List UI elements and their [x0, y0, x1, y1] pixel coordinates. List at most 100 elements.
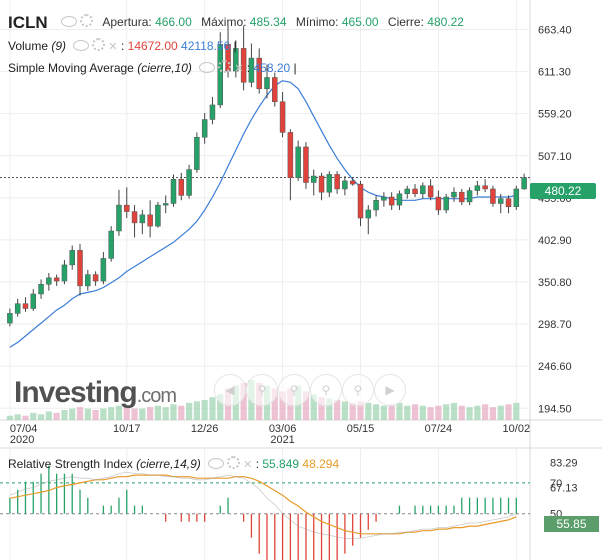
- candle-body: [388, 196, 395, 206]
- candle-body: [194, 137, 200, 170]
- candle-body: [521, 177, 527, 190]
- x-tick-label: 03/06: [269, 423, 297, 435]
- volume-bar: [372, 404, 380, 420]
- volume-bar: [302, 391, 310, 420]
- eye-icon[interactable]: [61, 16, 78, 27]
- close-icon[interactable]: ✕: [234, 63, 244, 75]
- y-tick-label: 507.10: [538, 151, 572, 163]
- candle-body: [443, 196, 449, 211]
- y-tick-label: 246.60: [538, 361, 572, 373]
- rsi-y-tick-label: 67.13: [550, 482, 578, 494]
- sma-value: 458.20: [253, 61, 291, 75]
- y-tick-label: 559.20: [538, 109, 572, 121]
- y-tick-label: 298.70: [538, 319, 572, 331]
- volume-bar: [388, 404, 395, 420]
- candle-body: [326, 174, 333, 193]
- y-tick-label: 194.50: [538, 403, 572, 415]
- candle-body: [272, 77, 278, 102]
- volume-bar: [76, 407, 84, 420]
- zoom-reset-icon[interactable]: ⚲: [310, 374, 342, 406]
- volume-bar: [411, 404, 419, 420]
- rsi-line: [9, 471, 517, 539]
- eye-icon[interactable]: [73, 40, 90, 51]
- candle-body: [155, 204, 161, 227]
- symbol-label: ICLN: [8, 13, 48, 32]
- x-tick-label: 05/15: [347, 423, 375, 435]
- candle-body: [295, 146, 301, 178]
- candle-body: [139, 214, 146, 224]
- close-icon[interactable]: ✕: [108, 41, 118, 53]
- volume-bar: [209, 397, 216, 420]
- rsi-y-tick-label: 83.29: [550, 457, 578, 469]
- volume-bar: [310, 394, 317, 420]
- volume-bar: [427, 407, 434, 420]
- candle-body: [162, 203, 169, 206]
- candle-body: [279, 101, 286, 133]
- volume-bar: [45, 411, 52, 420]
- rsi-value-1: 55.849: [262, 457, 300, 471]
- eye-icon[interactable]: [199, 62, 216, 73]
- candle-body: [365, 209, 372, 219]
- volume-bar: [147, 407, 154, 420]
- candle-body: [396, 193, 403, 206]
- volume-bar: [178, 405, 185, 420]
- sma-indicator-legend: Simple Moving Average (cierre,10) ✕ : 45…: [8, 60, 297, 75]
- last-price-tag: 480.22: [530, 183, 596, 199]
- candle-body: [420, 185, 426, 195]
- volume-bar: [201, 400, 208, 420]
- open-value: 466.00: [155, 15, 192, 29]
- candle-body: [116, 204, 122, 232]
- volume-bar: [419, 405, 426, 420]
- volume-bar: [443, 404, 450, 420]
- rsi-y-tick-label: 70: [550, 478, 562, 490]
- pan-left-icon[interactable]: ◀: [214, 374, 246, 406]
- zoom-fit-icon[interactable]: ⚲: [342, 374, 374, 406]
- sma-line: [9, 80, 517, 348]
- zoom-out-icon[interactable]: ⚲: [278, 374, 310, 406]
- candle-body: [124, 204, 130, 212]
- candle-body: [209, 104, 216, 120]
- high-label: Máximo:: [201, 15, 247, 29]
- volume-bar: [489, 407, 497, 420]
- candle-body: [373, 200, 379, 211]
- x-tick-sublabel: 2021: [270, 434, 294, 446]
- zoom-in-icon[interactable]: ⚲: [246, 374, 278, 406]
- rsi-param: (cierre,14,9): [136, 457, 201, 471]
- volume-bar: [123, 407, 130, 420]
- candle-body: [108, 230, 114, 259]
- candle-body: [14, 303, 21, 314]
- high-value: 485.34: [249, 15, 287, 29]
- candle-body: [466, 190, 473, 203]
- volume-bar: [61, 410, 68, 420]
- low-label: Mínimo:: [295, 15, 339, 29]
- volume-bar: [154, 405, 162, 420]
- investing-logo: Investing.com: [14, 376, 177, 409]
- gear-icon[interactable]: [80, 14, 94, 27]
- candle-body: [201, 119, 208, 138]
- volume-bar: [69, 408, 76, 420]
- rsi-value-2: 48.294: [302, 457, 340, 471]
- volume-bar: [170, 404, 177, 420]
- candle-body: [178, 179, 185, 196]
- candle-body: [147, 214, 153, 227]
- low-value: 465.00: [341, 15, 379, 29]
- candle-body: [22, 303, 29, 309]
- candle-body: [256, 57, 262, 90]
- candle-body: [53, 277, 60, 282]
- candle-body: [85, 274, 91, 287]
- gear-icon[interactable]: [218, 60, 232, 73]
- x-tick-label: 12/26: [191, 423, 219, 435]
- volume-bar: [365, 402, 372, 420]
- candle-body: [490, 188, 496, 204]
- pan-right-icon[interactable]: ▶: [374, 374, 406, 406]
- candle-body: [46, 277, 52, 285]
- candle-body: [513, 188, 520, 207]
- eye-icon[interactable]: [208, 458, 225, 469]
- candle-body: [474, 185, 481, 191]
- gear-icon[interactable]: [92, 38, 106, 51]
- gear-icon[interactable]: [227, 456, 241, 469]
- volume-bar: [100, 408, 107, 420]
- ohlc-header: ICLN Apertura: 466.00 Máximo: 485.34 Mín…: [8, 13, 464, 33]
- close-icon[interactable]: ✕: [243, 459, 253, 471]
